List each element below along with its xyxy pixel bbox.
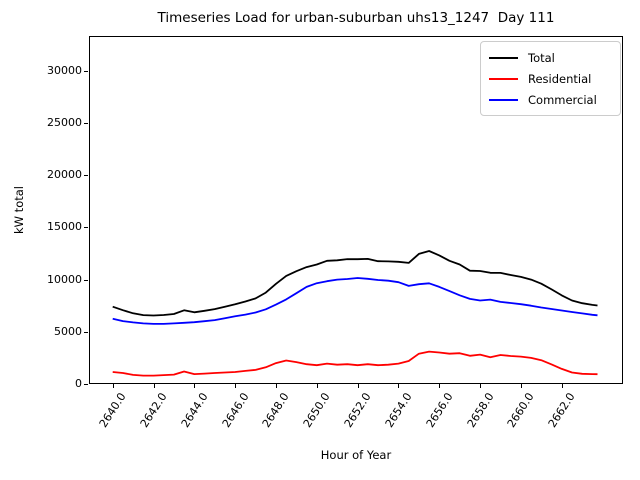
legend-item-total: Total [489,47,612,68]
x-tick-label: 2652.0 [341,390,374,430]
x-tick-label: 2658.0 [464,390,497,430]
line-total [112,250,598,317]
legend-line-sample [489,77,518,80]
x-tick-mark [112,384,114,388]
x-tick-mark [520,384,522,388]
legend-line-sample [489,98,518,101]
x-tick-mark [398,384,400,388]
y-tick-label: 10000 [47,272,82,286]
y-tick-mark [84,227,88,229]
x-tick-mark [275,384,277,388]
y-tick-label: 25000 [47,115,82,129]
x-tick-mark [235,384,237,388]
x-tick-label: 2660.0 [505,390,537,430]
y-tick-mark [84,279,88,281]
x-tick-mark [316,384,318,388]
y-tick-mark [84,70,88,72]
line-commercial [112,277,598,325]
y-tick-label: 0 [75,377,82,390]
legend-label: Total [528,50,555,65]
x-tick-label: 2646.0 [219,390,252,430]
x-tick-label: 2644.0 [178,390,211,430]
legend: Total Residential Commercial [480,41,621,116]
chart-title: Timeseries Load for urban-suburban uhs13… [157,10,555,26]
x-tick-label: 2650.0 [300,390,333,430]
x-tick-label: 2642.0 [137,390,170,430]
legend-label: Residential [528,71,592,86]
y-tick-mark [84,331,88,333]
y-tick-mark [84,175,88,177]
y-tick-label: 5000 [54,324,82,338]
x-tick-mark [439,384,441,388]
plot-area [89,36,623,384]
legend-line-sample [489,56,518,59]
x-tick-mark [194,384,196,388]
legend-label: Commercial [528,92,597,107]
x-tick-mark [480,384,482,388]
x-tick-label: 2656.0 [423,390,456,430]
x-tick-label: 2640.0 [96,390,129,430]
legend-item-residential: Residential [489,68,612,89]
legend-item-commercial: Commercial [489,89,612,110]
plot-canvas [89,36,623,384]
x-tick-label: 2662.0 [545,390,578,430]
y-tick-label: 20000 [47,168,82,182]
x-tick-mark [357,384,359,388]
axes-spines [89,36,623,384]
x-tick-label: 2648.0 [260,390,293,430]
y-tick-label: 30000 [47,63,82,77]
y-axis-label: kW total [12,186,26,234]
line-residential [112,350,598,377]
x-tick-mark [561,384,563,388]
y-tick-mark [84,122,88,124]
x-axis-label: Hour of Year [320,448,392,462]
x-tick-label: 2654.0 [382,390,415,430]
x-tick-mark [153,384,155,388]
y-tick-mark [84,384,88,385]
y-tick-label: 15000 [47,220,82,234]
